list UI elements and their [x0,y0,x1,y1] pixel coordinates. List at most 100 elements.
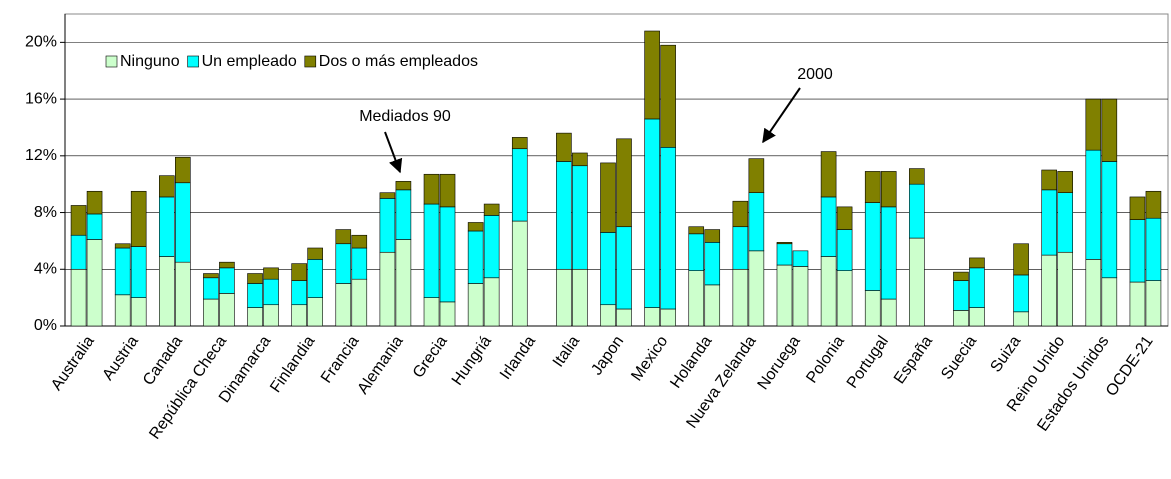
bar-segment [351,278,368,327]
bar-segment [820,256,837,327]
plot: 0% 4% 8% 12% 16% 20% Australia AustriaCanadaRep… [25,13,1169,443]
bar-segment [909,168,925,185]
bar-segment [704,284,721,327]
legend: Ninguno Un empleado Dos o más empleados [100,50,562,74]
bar-segment [969,267,985,308]
x-tick-label: Portugal [844,333,892,392]
legend-swatch [187,55,199,68]
x-tick-label: Holanda [667,333,715,392]
bar-segment [291,263,307,281]
bar-segment [572,152,588,167]
bar-segment [953,310,969,327]
bar-segment [467,230,484,284]
y-tick-label: 4% [34,260,57,277]
bar-segment [644,118,660,308]
arrow [384,131,403,174]
bar-segment [439,173,456,208]
bar-segment [616,308,632,327]
bar-segment [556,268,572,327]
bar-segment [660,308,676,327]
bar-segment [1057,192,1073,253]
bar-segment [1145,217,1162,281]
bar-segment [732,226,749,270]
bar-segment [1129,196,1146,220]
bar-segment [909,237,925,327]
bar-segment [820,151,837,198]
bar-segment [70,268,87,327]
bar-segment [86,239,103,327]
bar-segment [776,264,793,327]
bar-segment [291,280,307,306]
bar-segment [511,220,528,327]
y-tick-label: 12% [25,147,57,164]
bar-segment [616,138,632,228]
bar-segment [439,301,456,327]
x-tick-label: Suiza [987,333,1024,376]
bar-segment [335,283,352,327]
x-tick-label: Francia [318,333,363,387]
bar-segment [836,229,853,271]
x-tick-label: Suecia [938,333,980,383]
bar-segment [335,229,352,245]
x-tick-label: Japon [588,333,627,378]
x-tick-label: Alemania [354,333,406,397]
bar-segment [379,251,396,327]
bar-segment [953,280,969,311]
annotation: Mediados 90 [359,108,451,125]
bar-segment [969,307,985,327]
bar-segment [247,307,263,327]
legend-box [100,50,562,74]
bar-segment [263,267,279,280]
bar-segment [219,261,235,269]
x-tick-label: Mexico [628,333,671,384]
bar-segment [792,266,809,327]
x-tick-label: Finlandia [267,333,318,396]
bar-segment [1101,277,1118,327]
x-tick-label: Canada [140,333,186,389]
bar-segment [864,171,881,203]
bar-segment [483,277,500,327]
bar-segment [423,173,440,205]
bar-segment [219,293,235,327]
bar-segment [114,243,131,249]
bar-segment [130,246,147,298]
bar-segment [335,243,352,284]
bar-segment [776,243,793,266]
bar-segment [1013,243,1029,276]
bar-segment [600,304,616,327]
bar-segment [483,203,500,216]
bar-segment [263,278,279,306]
bar-segment [748,158,765,193]
legend-label: Ninguno [120,53,180,70]
bar-segment [70,205,87,236]
bar-segment [1085,149,1102,260]
bar-segment [1145,280,1162,327]
bar-segment [953,271,969,281]
bar-segment [704,242,721,286]
bar-segment [1085,259,1102,327]
bar-segment [483,215,500,279]
bar-segment [511,148,528,222]
bar-segment [247,273,263,284]
bar-segment [644,30,660,120]
bar-segment [379,192,396,199]
bar-segment [1129,281,1146,327]
x-tick-label: Australia [48,333,98,394]
bar-segment [688,226,705,235]
bar-segment [732,268,749,327]
bar-segment [864,202,881,291]
bar-segment [1057,251,1073,327]
bar-segment [114,294,131,327]
x-tick-label: Polonia [803,333,848,387]
bar-segment [660,147,676,310]
bar-segment [572,268,588,327]
bar-segment [175,182,191,263]
bar-segment [291,304,307,327]
bar-segment [1013,274,1029,313]
bar-segment [820,196,837,257]
bar-segment [159,196,175,257]
bar-segment [247,283,263,308]
bar-segment [439,206,456,303]
bar-segment [159,256,175,327]
bar-segment [969,257,985,269]
